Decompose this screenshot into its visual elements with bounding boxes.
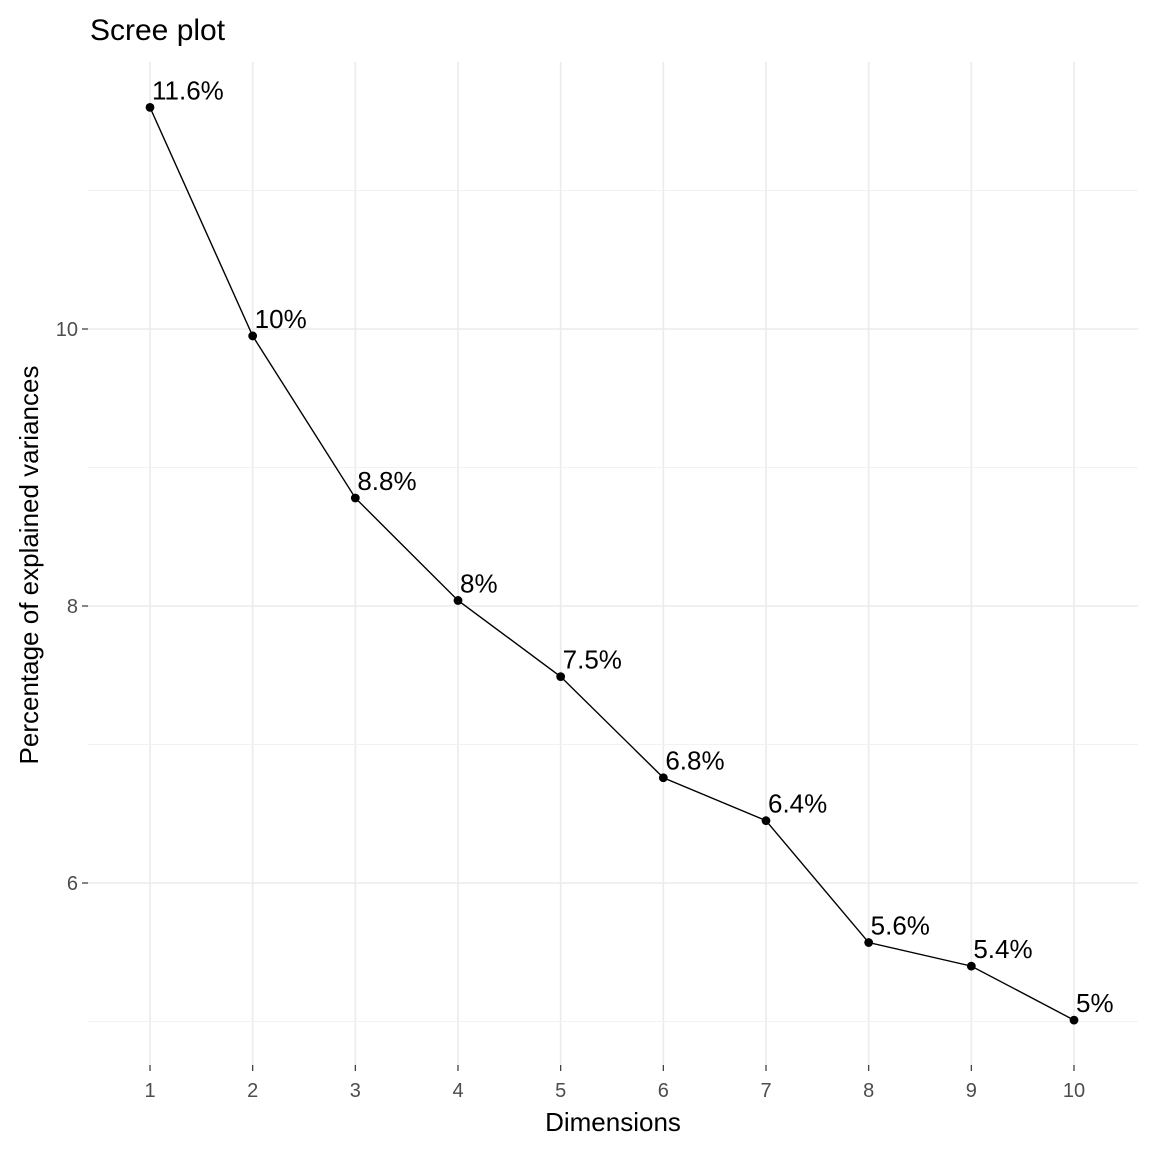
data-point (350, 493, 360, 503)
data-point (1069, 1015, 1079, 1025)
y-tick-label: 10 (56, 319, 78, 341)
data-point (248, 331, 258, 341)
data-label: 8.8% (357, 466, 416, 496)
x-axis-title: Dimensions (545, 1107, 681, 1137)
x-tick-label: 4 (452, 1080, 463, 1102)
x-tick-label: 1 (144, 1080, 155, 1102)
data-label: 7.5% (563, 645, 622, 675)
data-label: 6.4% (768, 789, 827, 819)
data-point (658, 773, 668, 783)
y-tick-label: 8 (67, 596, 78, 618)
data-point (145, 103, 155, 112)
x-tick-label: 8 (863, 1080, 874, 1102)
data-label: 5% (1076, 988, 1114, 1018)
x-tick-label: 10 (1063, 1080, 1085, 1102)
data-label: 11.6% (152, 75, 224, 105)
series-line (149, 107, 1075, 1021)
data-series: 11.6% 10% 8.8% 8% 7.5% 6.8% 6.4% 5.6% 5.4% 5% (145, 75, 1114, 1025)
x-tick-label: 9 (966, 1080, 977, 1102)
x-tick-label: 5 (555, 1080, 566, 1102)
x-tick-label: 2 (247, 1080, 258, 1102)
data-point (556, 672, 566, 682)
x-tick-label: 7 (760, 1080, 771, 1102)
data-point (864, 938, 874, 947)
data-label: 5.4% (973, 934, 1032, 964)
grid-lines (88, 62, 1138, 1065)
data-point (966, 961, 976, 971)
data-point (453, 596, 463, 605)
x-tick-label: 3 (350, 1080, 361, 1102)
chart-title: Scree plot (90, 14, 226, 47)
data-label: 6.8% (665, 746, 724, 776)
data-label: 8% (460, 568, 498, 598)
x-tick-label: 6 (658, 1080, 669, 1102)
data-label: 10% (255, 304, 307, 334)
y-axis-title: Percentage of explained variances (14, 366, 44, 765)
data-point (761, 816, 771, 826)
y-tick-label: 6 (67, 873, 78, 895)
data-label: 5.6% (871, 911, 930, 941)
